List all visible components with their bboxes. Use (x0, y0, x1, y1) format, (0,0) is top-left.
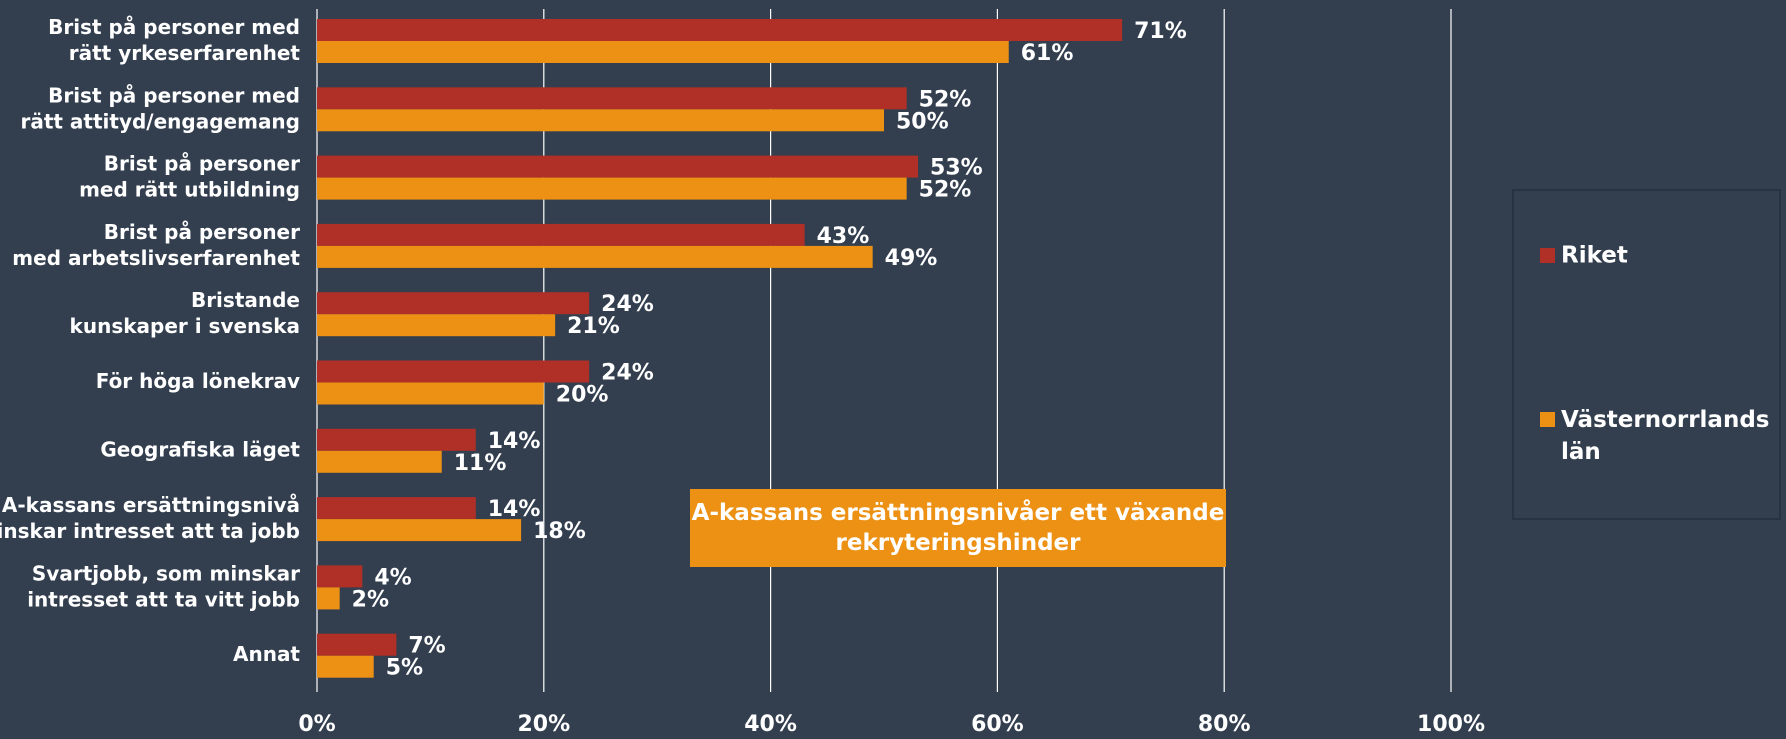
value-label: 24% (601, 292, 654, 317)
value-label: 61% (1021, 41, 1074, 66)
value-label: 71% (1134, 19, 1187, 44)
bar (317, 587, 340, 610)
value-label: 53% (930, 156, 983, 181)
x-tick-label: 0% (298, 712, 335, 737)
bar (317, 109, 884, 132)
bar (317, 565, 363, 588)
x-tick-label: 40% (744, 712, 797, 737)
legend-label: Västernorrlands län (1561, 407, 1769, 465)
value-label: 43% (817, 224, 870, 249)
bar (317, 519, 522, 542)
bar (317, 497, 476, 520)
value-label: 4% (374, 565, 411, 590)
y-tick-label: Geografiska läget (100, 437, 300, 461)
value-label: 50% (896, 109, 949, 134)
bar (317, 87, 907, 110)
bar (317, 292, 590, 315)
bar (317, 245, 873, 268)
y-tick-label: Bristande kunskaper i svenska (70, 288, 300, 338)
value-label: 14% (488, 429, 541, 454)
value-label: 52% (919, 87, 972, 112)
bar (317, 19, 1123, 41)
annotation: A-kassans ersättningsnivåer ett växande r… (692, 499, 1225, 556)
bar (317, 450, 442, 473)
bar (317, 155, 919, 178)
legend-swatch (1540, 248, 1555, 263)
bar (317, 223, 805, 246)
x-tick-label: 80% (1198, 712, 1251, 737)
x-tick-label: 20% (517, 712, 570, 737)
legend-swatch (1540, 412, 1555, 427)
bar (317, 382, 544, 405)
y-tick-label: Brist på personer med rätt utbildning (79, 151, 300, 201)
annotation-box (690, 489, 1226, 567)
x-tick-label: 60% (971, 712, 1024, 737)
bar (317, 41, 1009, 63)
value-label: 49% (885, 246, 938, 271)
value-label: 24% (601, 361, 654, 386)
value-label: 5% (386, 656, 423, 681)
y-tick-label: För höga lönekrav (96, 369, 300, 393)
value-label: 52% (919, 178, 972, 203)
y-tick-label: Brist på personer med arbetslivserfarenhe… (12, 219, 300, 269)
value-label: 18% (533, 519, 586, 544)
bar (317, 633, 397, 656)
bar (317, 360, 590, 383)
value-label: 7% (408, 634, 445, 659)
bar (317, 177, 907, 200)
value-label: 11% (454, 451, 507, 476)
y-tick-label: Brist på personer med rätt yrkeserfarenhe… (48, 15, 300, 65)
value-label: 14% (488, 497, 541, 522)
bar (317, 655, 374, 678)
legend-box (1512, 189, 1781, 520)
y-tick-label: Brist på personer med rätt attityd/engage… (20, 83, 300, 133)
y-tick-label: A-kassans ersättningsnivå minskar intress… (0, 493, 300, 543)
value-label: 20% (556, 383, 609, 408)
x-tick-label: 100% (1417, 712, 1485, 737)
y-tick-label: Svartjobb, som minskar intresset att ta v… (27, 561, 300, 611)
bar (317, 428, 476, 451)
value-label: 2% (352, 587, 389, 612)
bar (317, 314, 556, 337)
y-tick-label: Annat (233, 642, 300, 666)
value-label: 21% (567, 314, 620, 339)
legend-label: Riket (1561, 243, 1628, 269)
